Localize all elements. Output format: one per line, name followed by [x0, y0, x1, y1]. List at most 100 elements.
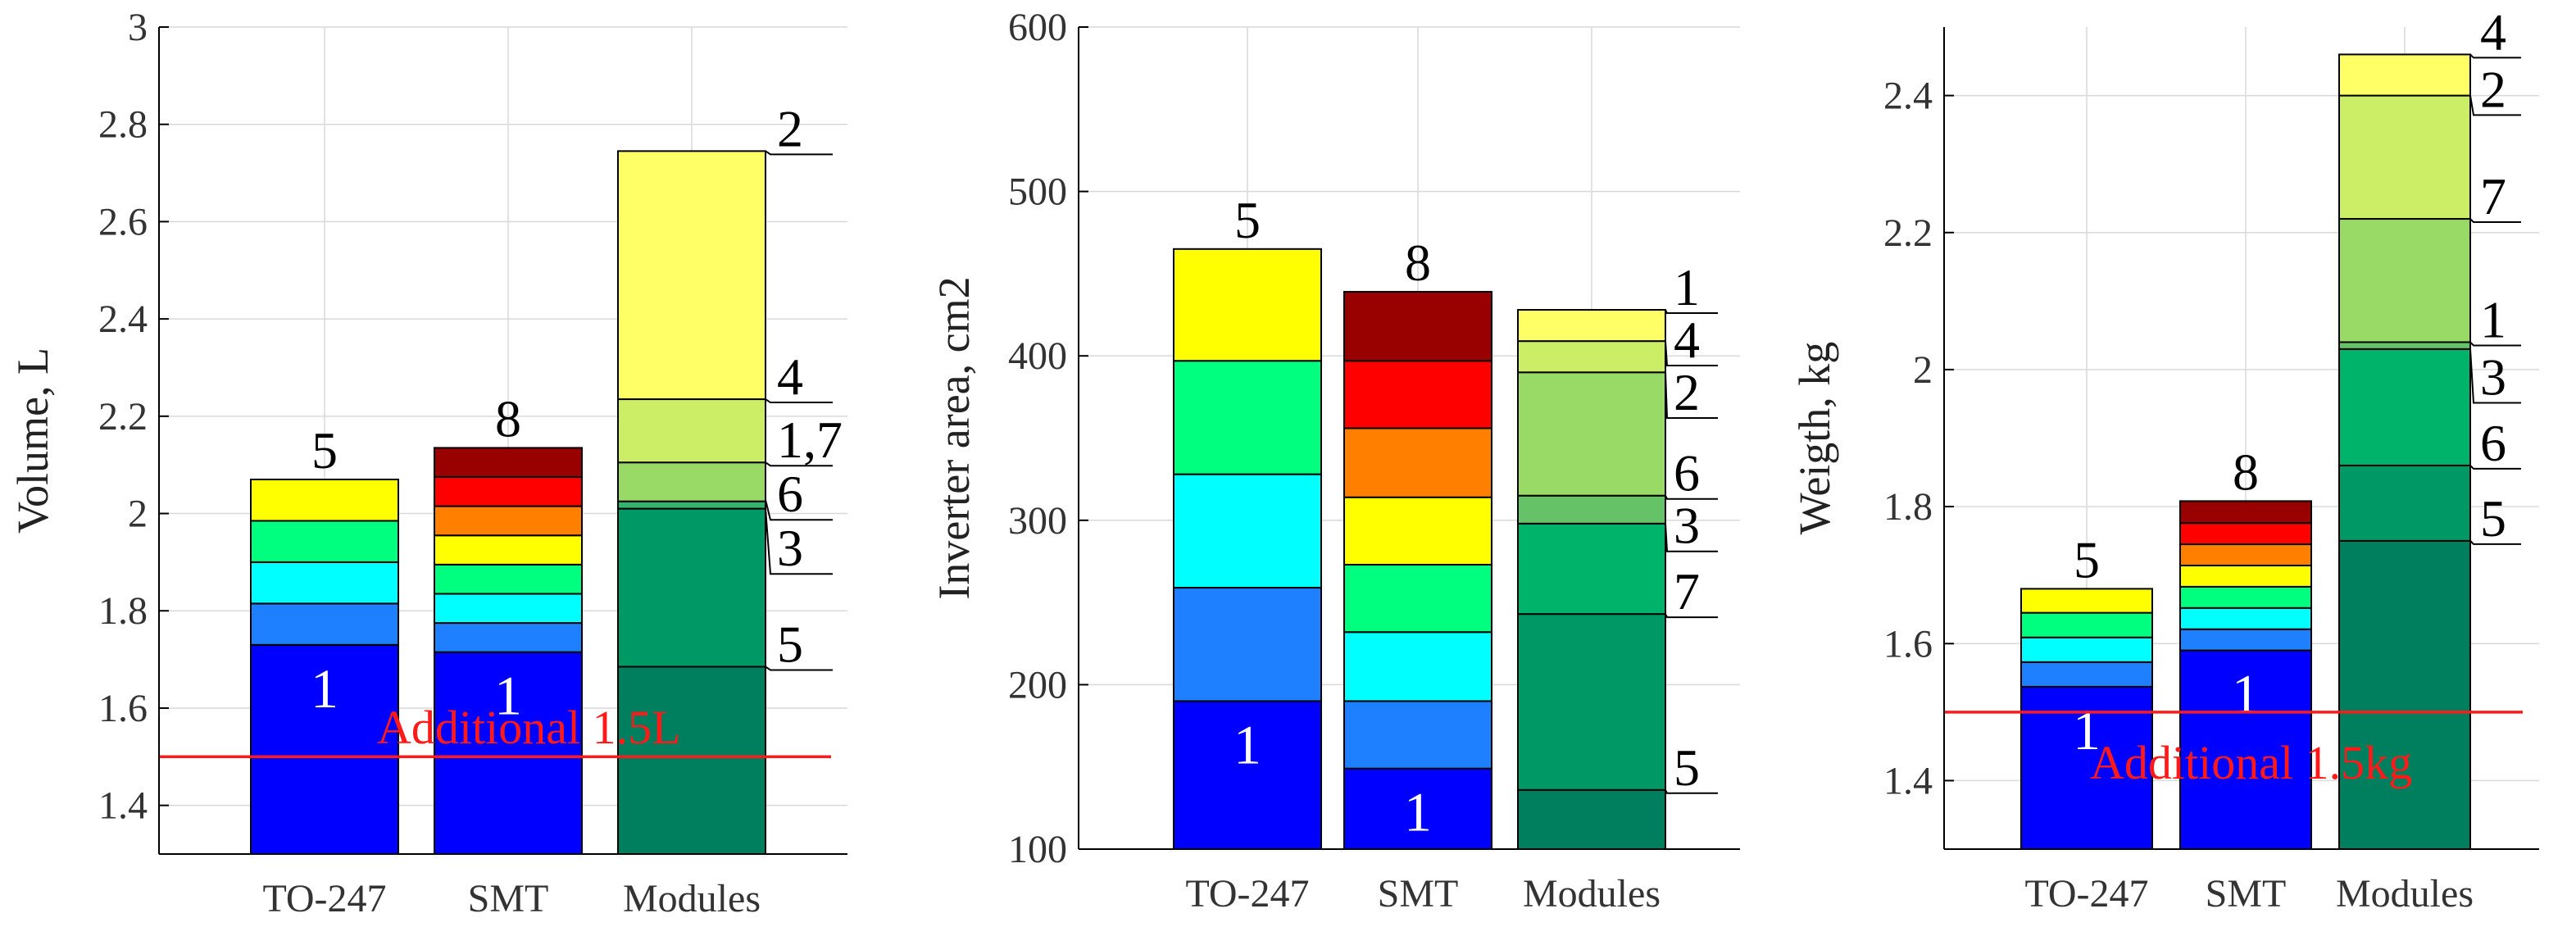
bar-segment-2	[1517, 371, 1666, 497]
callout-leader	[765, 150, 833, 156]
y-tick-label: 3	[128, 6, 148, 49]
x-tick-label: SMT	[2206, 872, 2287, 916]
y-tick-label: 1.8	[98, 589, 148, 633]
y-tick-label: 2.2	[98, 395, 148, 438]
bar-segment-1	[2338, 341, 2471, 350]
callout-label: 5	[777, 615, 803, 673]
bar-segment-2	[1173, 587, 1322, 702]
callout-leader	[2469, 95, 2521, 116]
x-tick-label: TO-247	[1185, 872, 1309, 916]
bar-top-label: 5	[2074, 530, 2100, 588]
y-tick-label: 1.8	[1883, 485, 1933, 529]
bar-segment-6	[2179, 543, 2312, 566]
bar-segment-8	[2179, 500, 2312, 525]
bar-segment-7	[434, 476, 583, 507]
y-tick-label: 2.4	[98, 298, 148, 341]
callout-leader	[2469, 348, 2521, 404]
bar-segment-1	[1173, 700, 1322, 851]
callout-leader	[1665, 341, 1718, 367]
callout-leader	[1665, 523, 1718, 552]
bar-segment-2	[617, 150, 766, 401]
x-tick-label: TO-247	[262, 877, 386, 920]
callout-label: 5	[1674, 738, 1700, 797]
callout-leader	[1665, 789, 1718, 794]
bar-segment-7	[2179, 522, 2312, 546]
bar-segment-5	[2020, 588, 2153, 614]
x-tick-label: Modules	[1523, 872, 1661, 916]
callout-label: 3	[1674, 497, 1700, 555]
callout-leader	[765, 398, 833, 404]
bar-segment-7	[1517, 613, 1666, 791]
y-axis-label: Weigth, kg	[1790, 342, 1839, 535]
bar-segment-3	[434, 593, 583, 625]
callout-leader	[2469, 218, 2521, 224]
callout-leader	[765, 499, 833, 521]
bar-segment-5	[250, 478, 399, 522]
bar-segment-6	[434, 505, 583, 537]
y-tick-label: 2.2	[1883, 211, 1933, 255]
y-tick-label: 1.4	[98, 784, 148, 828]
bar-segment-5	[2338, 539, 2471, 850]
callout-label: 1	[2480, 290, 2506, 348]
callout-label: 1	[1674, 258, 1700, 316]
callout-leader	[2469, 341, 2521, 347]
y-tick-label: 100	[1008, 828, 1067, 871]
callout-leader	[1665, 372, 1718, 420]
bar-segment-5	[1343, 496, 1492, 566]
callout-label: 3	[777, 519, 803, 577]
bar-segment-7	[2338, 218, 2471, 343]
bar-segment-4	[1517, 340, 1666, 374]
bar-segment-4	[1343, 563, 1492, 634]
bar-segment-6	[617, 500, 766, 510]
callout-label: 4	[777, 348, 803, 406]
callout-leader	[1665, 495, 1718, 500]
bar-segment-3	[2179, 607, 2312, 630]
bar-top-label: 8	[495, 389, 521, 448]
bar-segment-4	[617, 398, 766, 464]
callout-label: 6	[1674, 444, 1700, 502]
bar-segment-2	[434, 622, 583, 653]
x-tick-label: Modules	[623, 877, 761, 920]
bar-segment-3	[1517, 522, 1666, 616]
bar-segment-5	[434, 534, 583, 566]
callout-leader	[2469, 53, 2521, 59]
callout-label: 2	[777, 99, 803, 157]
bar-segment-3	[1343, 631, 1492, 702]
callout-label: 5	[2480, 489, 2506, 548]
bar-segment-5	[2179, 564, 2312, 588]
bar-segment-3	[2020, 636, 2153, 663]
callout-label: 2	[1674, 363, 1700, 421]
bar-segment-6	[1343, 427, 1492, 498]
callout-label: 6	[777, 465, 803, 523]
x-tick-label: SMT	[1378, 872, 1459, 916]
callout-label: 1,7	[777, 411, 843, 469]
bar-segment-2	[2020, 661, 2153, 688]
y-tick-label: 400	[1008, 334, 1067, 378]
callout-label: 4	[1674, 311, 1700, 369]
callout-leader	[765, 666, 833, 671]
bar-segment-2	[2338, 94, 2471, 220]
bar-segment-3	[250, 561, 399, 605]
callout-leader	[1665, 613, 1718, 619]
bar-segment-3	[2338, 348, 2471, 466]
bar-segment-8	[1343, 290, 1492, 362]
bar-segment-6	[1517, 494, 1666, 525]
x-tick-label: Modules	[2336, 872, 2474, 916]
y-tick-label: 300	[1008, 499, 1067, 543]
y-tick-label: 1.6	[98, 687, 148, 730]
bar-segment-4	[434, 563, 583, 595]
callout-label: 7	[1674, 562, 1700, 620]
y-tick-label: 1.4	[1883, 759, 1933, 802]
y-axis-label: Inverter area, cm2	[929, 276, 979, 599]
bar-segment-1	[434, 651, 583, 856]
bar-segment-7	[1343, 360, 1492, 429]
x-tick-label: SMT	[468, 877, 549, 920]
bar-segment-2	[250, 602, 399, 646]
bar-segment-5	[1517, 788, 1666, 850]
bar-segment-2	[1343, 700, 1492, 770]
bar-segment-3	[1173, 473, 1322, 589]
bar-segment-6	[2338, 464, 2471, 542]
reference-line-label: Additional 1.5kg	[2090, 736, 2412, 789]
